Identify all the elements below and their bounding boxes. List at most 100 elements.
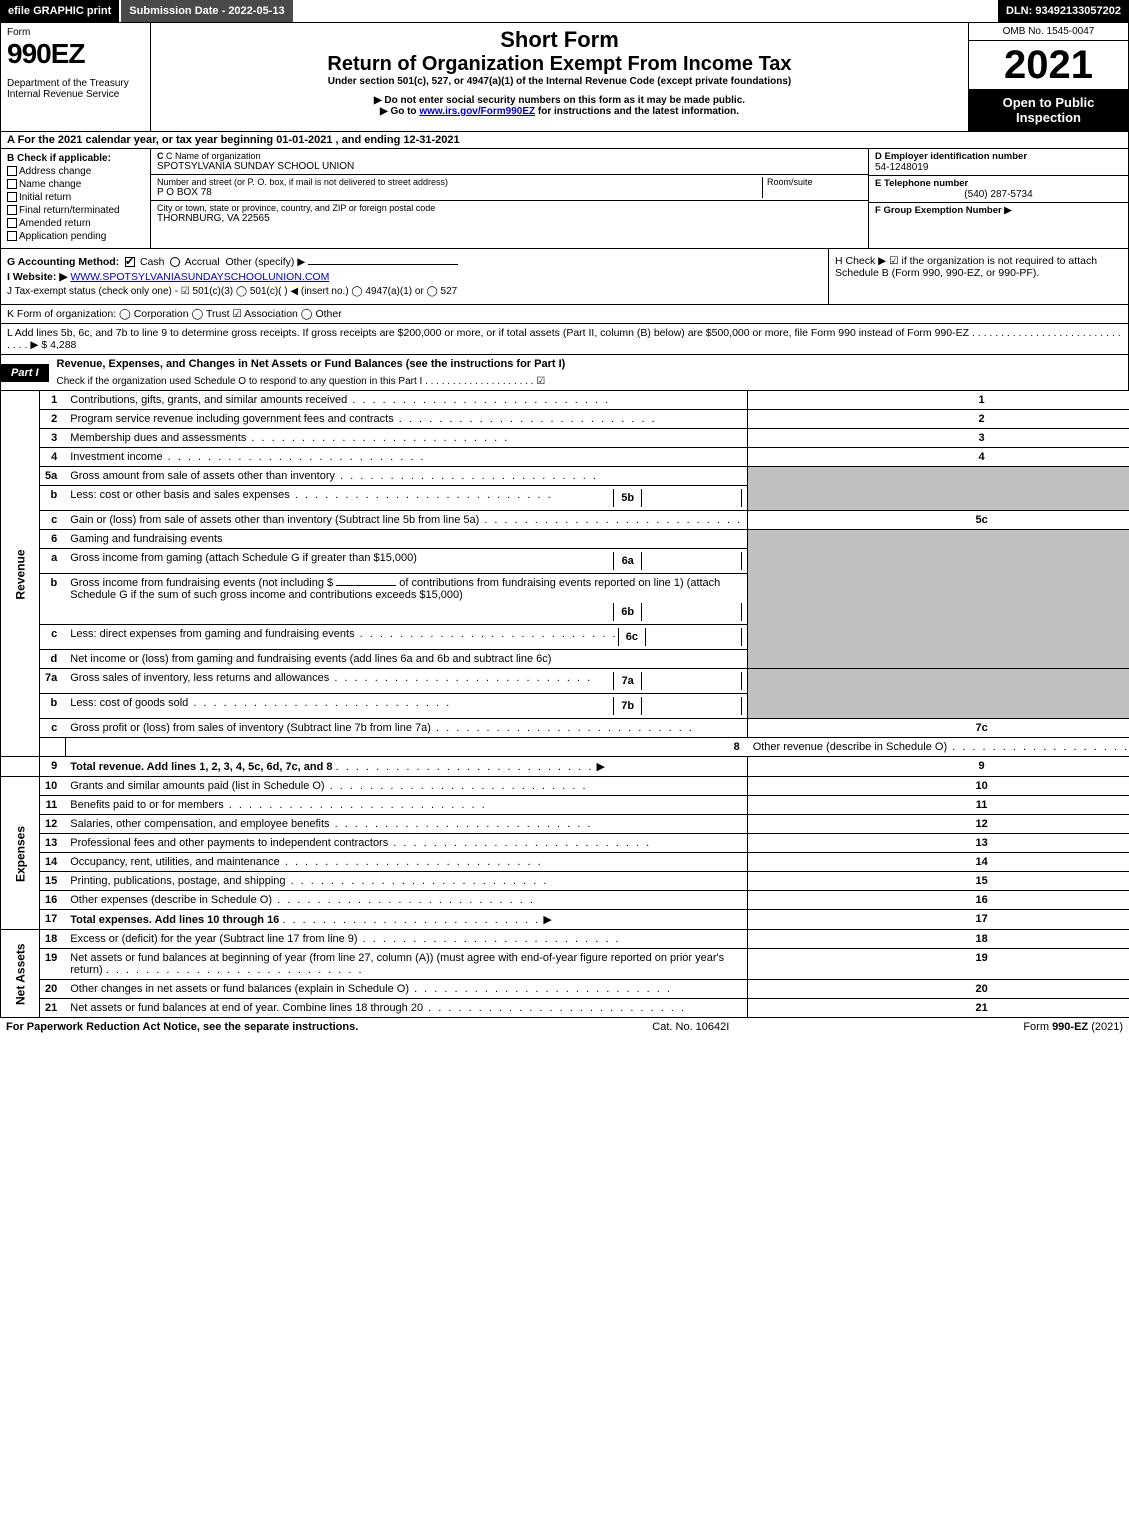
form-number: 990EZ [7, 38, 144, 70]
line-10: Expenses 10Grants and similar amounts pa… [1, 777, 1129, 796]
form-label: Form [7, 27, 144, 38]
part1-check-o: Check if the organization used Schedule … [49, 373, 1128, 390]
header-left: Form 990EZ Department of the Treasury In… [1, 23, 151, 131]
line-2: 2Program service revenue including gover… [1, 410, 1129, 429]
check-name-change[interactable]: Name change [7, 179, 144, 190]
line-3: 3Membership dues and assessments 3 [1, 429, 1129, 448]
line-17: 17 Total expenses. Add lines 10 through … [1, 910, 1129, 930]
line-4: 4Investment income 4 [1, 448, 1129, 467]
check-initial-return[interactable]: Initial return [7, 192, 144, 203]
part1-table: Revenue 1 Contributions, gifts, grants, … [0, 391, 1129, 1018]
l-value: 4,288 [50, 339, 76, 351]
section-l: L Add lines 5b, 6c, and 7b to line 9 to … [0, 324, 1129, 355]
ssn-warning: ▶ Do not enter social security numbers o… [159, 95, 960, 106]
section-def: D Employer identification number 54-1248… [868, 149, 1128, 248]
line-7c: cGross profit or (loss) from sales of in… [1, 719, 1129, 738]
irs-label: Internal Revenue Service [7, 89, 144, 100]
footer-right: Form 990-EZ (2021) [1023, 1021, 1123, 1033]
l-text: L Add lines 5b, 6c, and 7b to line 9 to … [7, 327, 1121, 351]
line-14: 14Occupancy, rent, utilities, and mainte… [1, 853, 1129, 872]
line-9: 9 Total revenue. Add lines 1, 2, 3, 4, 5… [1, 757, 1129, 777]
cash-checkbox[interactable] [125, 257, 135, 267]
under-section: Under section 501(c), 527, or 4947(a)(1)… [159, 76, 960, 87]
header-center: Short Form Return of Organization Exempt… [151, 23, 968, 131]
main-title: Return of Organization Exempt From Incom… [159, 53, 960, 76]
phone-value: (540) 287-5734 [875, 189, 1122, 200]
omb-number: OMB No. 1545-0047 [969, 23, 1128, 41]
submission-date: Submission Date - 2022-05-13 [121, 0, 294, 22]
topbar-spacer [295, 0, 998, 22]
open-public-badge: Open to Public Inspection [969, 89, 1128, 131]
efile-print-label[interactable]: efile GRAPHIC print [0, 0, 121, 22]
part1-tab: Part I [1, 364, 49, 382]
check-application-pending[interactable]: Application pending [7, 231, 144, 242]
other-method-input[interactable] [308, 264, 458, 265]
street-label: Number and street (or P. O. box, if mail… [157, 177, 762, 187]
line-5c: cGain or (loss) from sale of assets othe… [1, 511, 1129, 530]
accrual-radio[interactable] [170, 257, 180, 267]
section-j: J Tax-exempt status (check only one) - ☑… [7, 286, 822, 297]
room-label: Room/suite [767, 177, 862, 187]
ein-value: 54-1248019 [875, 162, 1122, 173]
short-form-title: Short Form [159, 27, 960, 53]
footer-center: Cat. No. 10642I [652, 1021, 729, 1033]
section-b-title: B Check if applicable: [7, 153, 144, 164]
revenue-vlabel: Revenue [1, 391, 40, 757]
org-name-label: C C Name of organization [157, 151, 862, 161]
org-name: SPOTSYLVANIA SUNDAY SCHOOL UNION [157, 161, 862, 172]
dept-treasury: Department of the Treasury [7, 78, 144, 89]
goto-prefix: ▶ Go to [380, 106, 419, 117]
form-header: Form 990EZ Department of the Treasury In… [0, 22, 1129, 132]
line-6: 6Gaming and fundraising events [1, 530, 1129, 549]
line-1: Revenue 1 Contributions, gifts, grants, … [1, 391, 1129, 410]
line-20: 20Other changes in net assets or fund ba… [1, 980, 1129, 999]
i-prefix: I Website: ▶ [7, 271, 67, 283]
section-ghij: G Accounting Method: Cash Accrual Other … [0, 249, 1129, 305]
line-8: 8Other revenue (describe in Schedule O) … [1, 738, 1129, 757]
city-value: THORNBURG, VA 22565 [157, 213, 862, 224]
check-amended-return[interactable]: Amended return [7, 218, 144, 229]
check-address-change[interactable]: Address change [7, 166, 144, 177]
line-18: Net Assets 18Excess or (deficit) for the… [1, 930, 1129, 949]
line-16: 16Other expenses (describe in Schedule O… [1, 891, 1129, 910]
irs-link[interactable]: www.irs.gov/Form990EZ [419, 106, 535, 117]
goto-suffix: for instructions and the latest informat… [538, 106, 739, 117]
col-gij: G Accounting Method: Cash Accrual Other … [1, 249, 828, 304]
section-i: I Website: ▶ WWW.SPOTSYLVANIASUNDAYSCHOO… [7, 271, 822, 283]
g-prefix: G Accounting Method: [7, 256, 119, 268]
line-19: 19Net assets or fund balances at beginni… [1, 949, 1129, 980]
section-bcdef: B Check if applicable: Address change Na… [0, 149, 1129, 249]
line-13: 13Professional fees and other payments t… [1, 834, 1129, 853]
phone-label: E Telephone number [875, 178, 1122, 189]
section-g: G Accounting Method: Cash Accrual Other … [7, 256, 822, 268]
line-12: 12Salaries, other compensation, and empl… [1, 815, 1129, 834]
tax-year: 2021 [969, 41, 1128, 89]
line-15: 15Printing, publications, postage, and s… [1, 872, 1129, 891]
website-link[interactable]: WWW.SPOTSYLVANIASUNDAYSCHOOLUNION.COM [70, 271, 329, 283]
section-b: B Check if applicable: Address change Na… [1, 149, 151, 248]
check-final-return[interactable]: Final return/terminated [7, 205, 144, 216]
page-footer: For Paperwork Reduction Act Notice, see … [0, 1018, 1129, 1036]
section-c: C C Name of organization SPOTSYLVANIA SU… [151, 149, 868, 248]
line-5a: 5a Gross amount from sale of assets othe… [1, 467, 1129, 486]
expenses-vlabel: Expenses [1, 777, 40, 930]
ein-label: D Employer identification number [875, 151, 1122, 162]
goto-line: ▶ Go to www.irs.gov/Form990EZ for instru… [159, 106, 960, 117]
group-exempt-label: F Group Exemption Number ▶ [875, 205, 1122, 216]
line-7a: 7a Gross sales of inventory, less return… [1, 669, 1129, 694]
part1-header: Part I Revenue, Expenses, and Changes in… [0, 355, 1129, 391]
dln-label: DLN: 93492133057202 [998, 0, 1129, 22]
line-21: 21Net assets or fund balances at end of … [1, 999, 1129, 1018]
line-11: 11Benefits paid to or for members 11 [1, 796, 1129, 815]
netassets-vlabel: Net Assets [1, 930, 40, 1018]
part1-title: Revenue, Expenses, and Changes in Net As… [49, 355, 1128, 373]
city-label: City or town, state or province, country… [157, 203, 862, 213]
footer-left: For Paperwork Reduction Act Notice, see … [6, 1021, 358, 1033]
section-h: H Check ▶ ☑ if the organization is not r… [828, 249, 1128, 304]
top-bar: efile GRAPHIC print Submission Date - 20… [0, 0, 1129, 22]
section-a: A For the 2021 calendar year, or tax yea… [0, 132, 1129, 149]
street-value: P O BOX 78 [157, 187, 762, 198]
line-6b-amount-input[interactable] [336, 585, 396, 586]
header-right: OMB No. 1545-0047 2021 Open to Public In… [968, 23, 1128, 131]
section-k: K Form of organization: ◯ Corporation ◯ … [0, 305, 1129, 324]
